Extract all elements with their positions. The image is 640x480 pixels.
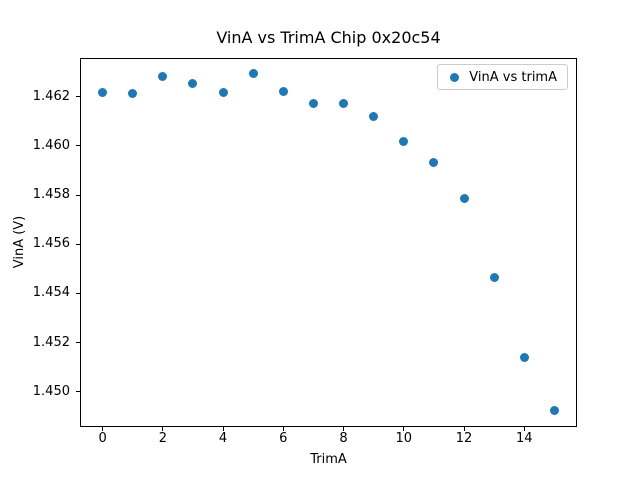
chart-title: VinA vs TrimA Chip 0x20c54: [216, 28, 441, 47]
x-tick-label: 0: [98, 431, 107, 446]
y-tick-label: 1.450: [32, 383, 70, 399]
y-tick-label: 1.460: [32, 137, 70, 153]
x-tick-label: 12: [455, 431, 473, 446]
y-tick-mark: [76, 194, 80, 196]
x-tick-label: 2: [158, 431, 167, 446]
y-tick-label: 1.452: [32, 334, 70, 350]
y-tick-label: 1.456: [32, 236, 70, 252]
y-tick-label: 1.462: [32, 88, 70, 104]
data-point: [519, 353, 529, 363]
y-tick-mark: [76, 145, 80, 147]
data-point: [369, 112, 379, 122]
y-tick-label: 1.454: [32, 285, 70, 301]
data-point: [128, 88, 138, 98]
data-point: [308, 99, 318, 108]
data-point: [248, 69, 258, 79]
data-point: [188, 78, 198, 88]
y-tick-mark: [76, 96, 80, 98]
x-tick-label: 10: [395, 431, 413, 446]
x-tick-mark: [282, 427, 284, 431]
y-tick-mark: [76, 391, 80, 393]
x-tick-mark: [343, 427, 345, 431]
y-tick-mark: [76, 342, 80, 344]
y-tick-label: 1.458: [32, 187, 70, 203]
y-tick-mark: [76, 243, 80, 245]
data-point: [158, 72, 168, 82]
data-point: [278, 87, 288, 97]
data-point: [399, 136, 409, 146]
x-tick-mark: [403, 427, 405, 431]
data-point: [489, 273, 499, 283]
x-tick-mark: [463, 427, 465, 431]
legend: VinA vs trimA: [437, 64, 568, 90]
data-point: [98, 88, 108, 98]
y-tick-mark: [76, 292, 80, 294]
x-tick-mark: [162, 427, 164, 431]
x-tick-label: 4: [218, 431, 228, 446]
x-axis-label: TrimA: [310, 452, 347, 467]
data-point: [218, 88, 228, 98]
x-tick-label: 14: [516, 431, 533, 446]
x-tick-mark: [102, 427, 104, 431]
data-point: [459, 193, 469, 203]
data-point: [339, 99, 349, 108]
legend-label: VinA vs trimA: [469, 69, 557, 85]
data-point: [549, 406, 559, 416]
plot-area: VinA vs trimA: [80, 58, 577, 427]
y-axis-label: VinA (V): [12, 215, 27, 269]
x-tick-label: 8: [339, 431, 348, 446]
x-tick-mark: [222, 427, 224, 431]
x-tick-label: 6: [279, 431, 288, 446]
legend-marker-icon: [450, 72, 460, 82]
x-tick-mark: [523, 427, 525, 431]
data-point: [429, 157, 439, 167]
